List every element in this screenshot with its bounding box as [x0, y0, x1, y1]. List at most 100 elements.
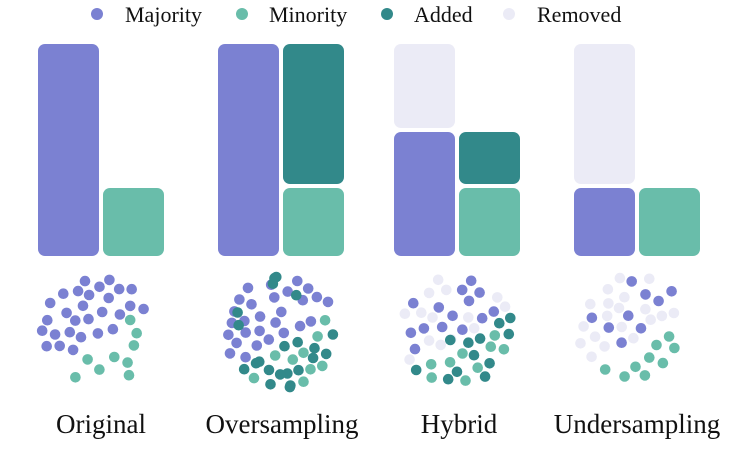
panel-caption: Oversampling	[206, 409, 359, 439]
dot-majority	[447, 310, 458, 322]
dot-majority	[603, 322, 615, 333]
dot-added	[442, 373, 454, 385]
dot-majority	[79, 275, 91, 287]
panel-caption: Undersampling	[554, 409, 720, 439]
bar-minority-kept	[103, 188, 164, 256]
dot-removed	[644, 273, 655, 285]
dot-added	[445, 334, 456, 346]
dot-majority	[83, 289, 95, 301]
dot-removed	[578, 321, 589, 332]
dot-minority	[70, 372, 81, 383]
panel-hybrid: Hybrid	[394, 44, 520, 439]
dot-added	[484, 358, 495, 369]
dot-added	[265, 379, 276, 390]
bar-minority-kept	[283, 188, 344, 256]
dot-majority	[292, 275, 303, 287]
dot-added	[269, 272, 280, 284]
dot-majority	[234, 294, 245, 305]
dot-cluster	[223, 271, 339, 393]
dot-majority	[70, 315, 81, 326]
dot-majority	[305, 316, 317, 327]
dot-majority	[276, 306, 287, 318]
dot-removed	[404, 354, 415, 365]
dot-removed	[399, 308, 411, 320]
dot-majority	[75, 331, 87, 343]
legend-label-majority: Majority	[125, 2, 202, 27]
dot-majority	[107, 323, 119, 335]
dot-minority	[317, 360, 328, 372]
bar-majority-kept	[574, 188, 635, 256]
dot-majority	[72, 285, 84, 297]
dot-added	[503, 328, 515, 340]
dot-minority	[94, 364, 105, 375]
dot-majority	[138, 303, 149, 315]
dot-removed	[599, 341, 610, 352]
dot-added	[279, 340, 290, 352]
dot-majority	[457, 324, 468, 336]
dot-removed	[423, 287, 435, 299]
dot-removed	[614, 272, 626, 284]
dot-majority	[92, 328, 104, 339]
dot-added	[320, 348, 332, 360]
dot-removed	[432, 274, 444, 286]
legend-item-minority: Minority	[236, 2, 347, 27]
dot-removed	[435, 339, 447, 351]
dot-minority	[128, 340, 140, 351]
dot-majority	[278, 327, 290, 339]
dot-minority	[426, 372, 438, 383]
dot-cluster	[399, 274, 516, 386]
dot-removed	[656, 310, 668, 322]
dot-majority	[49, 329, 61, 340]
dot-removed	[601, 310, 613, 322]
dot-minority	[305, 364, 316, 375]
dot-minority	[298, 347, 309, 359]
dot-majority	[626, 276, 637, 287]
dot-majority	[64, 326, 76, 338]
dot-majority	[54, 340, 65, 352]
dot-majority	[223, 329, 234, 341]
bar-majority-kept	[218, 44, 279, 256]
dot-majority	[77, 300, 89, 312]
dot-minority	[489, 330, 501, 341]
dot-majority	[436, 321, 448, 333]
dot-added	[410, 364, 422, 376]
dot-removed	[616, 321, 627, 333]
dot-majority	[488, 306, 500, 317]
dot-majority	[666, 286, 677, 297]
dot-minority	[639, 370, 651, 381]
dot-minority	[82, 354, 93, 365]
dot-added	[451, 366, 463, 378]
dot-removed	[645, 314, 656, 326]
legend-swatch-minority	[236, 8, 248, 20]
dot-added	[291, 289, 302, 301]
legend: Majority Minority Added Removed	[91, 2, 621, 27]
dot-removed	[423, 335, 435, 346]
dot-majority	[36, 325, 48, 337]
dot-majority	[302, 283, 314, 294]
dot-majority	[114, 309, 126, 320]
dot-majority	[463, 295, 475, 307]
dot-minority	[312, 331, 323, 342]
dot-majority	[465, 275, 477, 287]
dot-added	[274, 369, 286, 380]
dot-cluster	[36, 274, 149, 383]
bar-minority-kept	[459, 188, 520, 256]
dot-minority	[485, 341, 497, 353]
dot-minority	[644, 352, 655, 363]
dot-minority	[669, 342, 680, 354]
dot-majority	[294, 320, 306, 332]
dot-majority	[476, 312, 488, 324]
dot-majority	[251, 340, 263, 351]
dot-minority	[599, 364, 611, 375]
dot-minority	[109, 351, 120, 363]
dot-removed	[586, 351, 597, 363]
dot-majority	[224, 348, 236, 359]
dot-removed	[441, 284, 452, 296]
legend-swatch-majority	[91, 8, 103, 20]
bar-minority-added	[459, 132, 520, 184]
dot-majority	[586, 312, 598, 324]
dot-removed	[628, 332, 639, 344]
dot-majority	[311, 291, 323, 303]
dot-majority	[282, 286, 294, 297]
dot-added	[292, 336, 304, 348]
